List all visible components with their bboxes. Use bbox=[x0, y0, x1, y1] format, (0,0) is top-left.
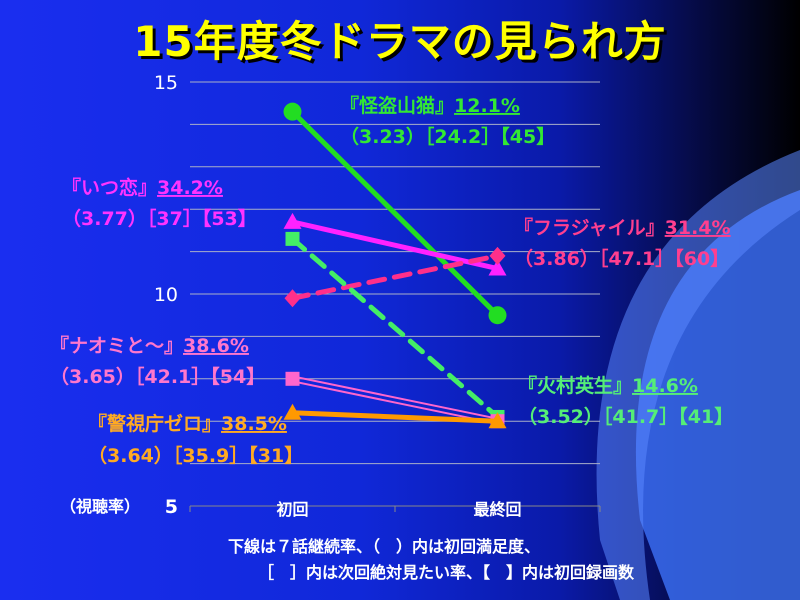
data-point-zero-0 bbox=[283, 403, 302, 420]
data-point-fragile-0 bbox=[284, 289, 301, 308]
data-point-kaito-1 bbox=[488, 306, 507, 325]
annotation-itsukoi: 『いつ恋』34.2% （3.77）［37］【53】 bbox=[62, 176, 257, 230]
data-point-naomi-0 bbox=[285, 371, 300, 386]
annotation-naomi: 『ナオミと～』38.6% （3.65）［42.1］【54】 bbox=[50, 335, 265, 388]
series-line-itsukoi bbox=[290, 219, 500, 272]
x-tick-label-first: 初回 bbox=[276, 500, 308, 519]
annotation-naomi-detail: （3.65）［42.1］【54】 bbox=[50, 365, 265, 388]
series-itsukoi bbox=[283, 212, 507, 276]
series-layer bbox=[283, 102, 507, 429]
annotation-himura: 『火村英生』14.6% （3.52）［41.7］【41】 bbox=[518, 374, 733, 428]
annotation-itsukoi-title: 『いつ恋』34.2% bbox=[62, 176, 223, 199]
data-point-kaito-0 bbox=[283, 102, 302, 121]
annotation-kaito: 『怪盗山猫』12.1% （3.23）［24.2］【45】 bbox=[340, 94, 555, 148]
x-tick-label-final: 最終回 bbox=[473, 500, 521, 519]
series-line-naomi bbox=[292, 375, 498, 420]
annotation-kaito-title: 『怪盗山猫』12.1% bbox=[340, 94, 520, 117]
series-line-himura bbox=[290, 236, 500, 420]
y-axis-label: （視聴率） bbox=[60, 497, 140, 516]
chart-grid bbox=[190, 81, 600, 465]
annotation-fragile-title: 『フラジャイル』31.4% bbox=[514, 217, 731, 239]
series-line-kaito bbox=[290, 109, 500, 318]
series-line-zero bbox=[290, 410, 500, 424]
annotation-kaito-detail: （3.23）［24.2］【45】 bbox=[340, 125, 555, 148]
annotation-himura-detail: （3.52）［41.7］【41】 bbox=[518, 405, 733, 428]
y-tick-label-15: 15 bbox=[154, 72, 178, 94]
series-line-naomi bbox=[292, 380, 498, 425]
data-point-itsukoi-1 bbox=[488, 259, 507, 276]
page-title: 15年度冬ドラマの見られ方 bbox=[133, 17, 667, 66]
series-fragile bbox=[284, 246, 506, 308]
annotation-fragile-detail: （3.86）［47.1］【60】 bbox=[514, 247, 729, 270]
footnote-line-1: 下線は７話継続率、（ ）内は初回満足度、 bbox=[228, 537, 540, 556]
annotation-himura-title: 『火村英生』14.6% bbox=[518, 374, 698, 397]
data-point-himura-0 bbox=[285, 231, 300, 246]
footnote-line-2: ［ ］内は次回絶対見たい率、【 】内は初回録画数 bbox=[258, 563, 635, 582]
data-point-zero-1 bbox=[488, 412, 507, 429]
data-point-fragile-1 bbox=[489, 246, 506, 265]
series-zero bbox=[283, 403, 507, 429]
series-kaito bbox=[283, 102, 507, 325]
annotation-fragile: 『フラジャイル』31.4% （3.86）［47.1］【60】 bbox=[514, 217, 731, 270]
y-tick-label-10: 10 bbox=[154, 284, 178, 306]
x-axis-ticks bbox=[189, 506, 601, 512]
annotation-zero: 『警視庁ゼロ』38.5% （3.64）［35.9］【31】 bbox=[88, 412, 303, 467]
annotation-zero-title: 『警視庁ゼロ』38.5% bbox=[88, 412, 287, 435]
y-tick-label-5: 5 bbox=[165, 496, 178, 518]
series-line-fragile bbox=[290, 253, 500, 301]
annotation-zero-detail: （3.64）［35.9］【31】 bbox=[88, 444, 303, 467]
annotation-itsukoi-detail: （3.77）［37］【53】 bbox=[62, 207, 257, 230]
annotation-naomi-title: 『ナオミと～』38.6% bbox=[50, 335, 249, 357]
data-point-itsukoi-0 bbox=[283, 212, 302, 229]
